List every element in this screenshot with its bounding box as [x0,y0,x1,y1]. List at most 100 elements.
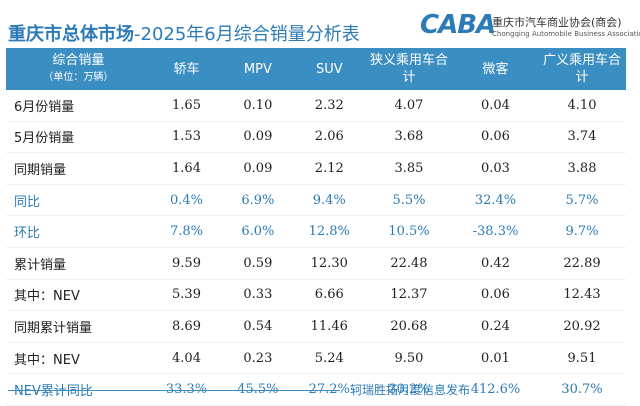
table-row: 同期销量 1.64 0.09 2.12 3.85 0.03 3.88 [6,152,626,185]
cell-value: 9.51 [538,342,626,375]
cell-value: 5.24 [293,342,365,375]
logo-name: 重庆市汽车商业协会(商会) [492,16,622,29]
cell-value: 0.42 [452,247,538,280]
table-row: 其中：NEV 4.04 0.23 5.24 9.50 0.01 9.51 [6,342,626,375]
cell-value: 3.74 [538,121,626,154]
cell-value: 0.03 [452,152,538,185]
row-label: 其中：NEV [6,342,151,375]
cell-value: 7.8% [150,215,223,248]
cell-value: 2.06 [293,121,365,154]
title-sub: -2025年6月综合销量分析表 [134,24,360,45]
column-title: 广义乘用车合计 [542,53,621,85]
column-header: 综合销量 （单位：万辆） [6,48,151,90]
cell-value: 9.7% [538,215,626,248]
table-row: 环比 7.8% 6.0% 12.8% 10.5% -38.3% 9.7% [6,215,626,248]
logo: CABA 重庆市汽车商业协会(商会) Chongqing Automobile … [420,8,640,44]
cell-value: 12.8% [293,215,365,248]
cell-value: 4.10 [538,90,626,122]
cell-value: 1.53 [150,121,223,154]
cell-value: 3.85 [364,152,453,185]
cell-value: 9.59 [150,247,223,280]
table-row: 同比 0.4% 6.9% 9.4% 5.5% 32.4% 5.7% [6,184,626,217]
table-row: 6月份销量 1.65 0.10 2.32 4.07 0.04 4.10 [6,90,626,122]
column-header: 微客 [452,48,538,90]
cell-value: 2.12 [293,152,365,185]
cell-value: 27.2% [293,373,365,406]
column-title: 轿车 [173,61,200,77]
column-header: 狭义乘用车合计 [364,48,453,90]
unit-note: （单位：万辆） [43,72,114,83]
cell-value: 0.06 [452,279,538,312]
row-label: 5月份销量 [6,121,151,154]
cell-value: 22.48 [364,247,453,280]
logo-mark: CABA [420,10,496,40]
column-title: 狭义乘用车合计 [369,53,448,85]
cell-value: 10.5% [364,215,453,248]
column-title: 综合销量 [52,53,105,68]
cell-value: 0.54 [222,310,294,343]
footer-line [8,390,340,391]
cell-value: 20.92 [538,310,626,343]
cell-value: 0.33 [222,279,294,312]
cell-value: 9.50 [364,342,453,375]
row-label: 累计销量 [6,247,151,280]
cell-value: 6.66 [293,279,365,312]
title: 重庆市总体市场-2025年6月综合销量分析表 [8,20,360,46]
row-label: 环比 [6,215,151,248]
table-row: 同期累计销量 8.69 0.54 11.46 20.68 0.24 20.92 [6,310,626,343]
cell-value: 0.10 [222,90,294,122]
column-title: MPV [243,61,272,77]
column-title: 微客 [482,61,509,77]
cell-value: 32.4% [452,184,538,217]
cell-value: 22.89 [538,247,626,280]
cell-value: 6.0% [222,215,294,248]
sales-table: 综合销量 （单位：万辆） 轿车 MPV SUV 狭义乘用车合计 微客 广义乘用车合计 6月份销… [6,48,626,406]
cell-value: -38.3% [452,215,538,248]
cell-value: 0.23 [222,342,294,375]
column-header: MPV [222,48,294,90]
footer-text: 轲瑞胜拓月度信息发布 [350,383,471,397]
cell-value: 0.06 [452,121,538,154]
cell-value: 412.6% [452,373,538,406]
cell-value: 3.68 [364,121,453,154]
row-label: 同比 [6,184,151,217]
cell-value: 0.04 [452,90,538,122]
title-main: 重庆市总体市场 [8,24,134,45]
cell-value: 0.09 [222,152,294,185]
cell-value: 0.24 [452,310,538,343]
cell-value: 0.01 [452,342,538,375]
cell-value: 12.43 [538,279,626,312]
table-body: 6月份销量 1.65 0.10 2.32 4.07 0.04 4.10 5月份销量 1.53 0.… [6,90,626,406]
cell-value: 4.04 [150,342,223,375]
cell-value: 1.65 [150,90,223,122]
cell-value: 0.09 [222,121,294,154]
cell-value: 5.39 [150,279,223,312]
cell-value: 9.4% [293,184,365,217]
cell-value: 20.68 [364,310,453,343]
table-row: 其中：NEV 5.39 0.33 6.66 12.37 0.06 12.43 [6,279,626,312]
cell-value: 6.9% [222,184,294,217]
column-header: 轿车 [150,48,223,90]
cell-value: 1.64 [150,152,223,185]
column-title: SUV [315,61,343,77]
cell-value: 2.32 [293,90,365,122]
column-header: 广义乘用车合计 [538,48,626,90]
table-row: 5月份销量 1.53 0.09 2.06 3.68 0.06 3.74 [6,121,626,154]
footer: 轲瑞胜拓月度信息发布 [0,380,640,400]
cell-value: 8.69 [150,310,223,343]
cell-value: 0.4% [150,184,223,217]
row-label: 6月份销量 [6,90,151,122]
cell-value: 12.37 [364,279,453,312]
cell-value: 11.46 [293,310,365,343]
row-label: 同期累计销量 [6,310,151,343]
row-label: 同期销量 [6,152,151,185]
table-row: 累计销量 9.59 0.59 12.30 22.48 0.42 22.89 [6,247,626,280]
cell-value: 5.5% [364,184,453,217]
row-label: NEV累计同比 [6,373,151,406]
logo-english: Chongqing Automobile Business Associatio… [492,30,640,38]
header-row: 综合销量 （单位：万辆） 轿车 MPV SUV 狭义乘用车合计 微客 广义乘用车合计 [6,48,626,90]
cell-value: 4.07 [364,90,453,122]
cell-value: 3.88 [538,152,626,185]
cell-value: 12.30 [293,247,365,280]
